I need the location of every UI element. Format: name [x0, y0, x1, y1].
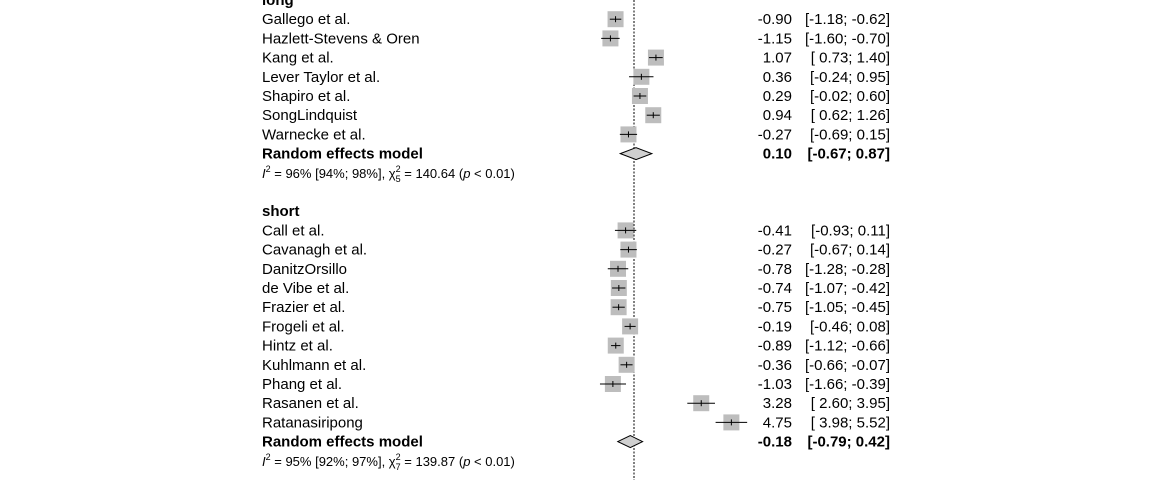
study-label: Kuhlmann et al.: [262, 357, 366, 374]
group-title: short: [262, 203, 300, 220]
study-label: Gallego et al.: [262, 11, 350, 28]
study-estimate: -0.75: [758, 299, 792, 316]
study-estimate: 1.07: [763, 50, 792, 67]
study-ci: [-0.24; 0.95]: [810, 69, 890, 86]
study-label: Rasanen et al.: [262, 395, 359, 412]
study-label: SongLindquist: [262, 107, 358, 124]
study-ci: [-0.67; 0.14]: [810, 242, 890, 259]
study-ci: [-1.66; -0.39]: [805, 376, 890, 393]
study-ci: [-1.05; -0.45]: [805, 299, 890, 316]
study-estimate: 0.29: [763, 88, 792, 105]
study-ci: [-1.12; -0.66]: [805, 338, 890, 355]
pooled-estimate: -0.18: [758, 434, 792, 451]
study-ci: [-1.28; -0.28]: [805, 261, 890, 278]
study-estimate: 0.36: [763, 69, 792, 86]
heterogeneity-stats: I2 = 95% [92%; 97%], χ2 7 = 139.87 (p < 0…: [262, 452, 515, 472]
heterogeneity-stats: I2 = 96% [94%; 98%], χ2 5 = 140.64 (p < 0…: [262, 164, 515, 184]
pooled-diamond: [616, 435, 644, 449]
study-ci: [-0.69; 0.15]: [810, 126, 890, 143]
study-ci: [ 3.98; 5.52]: [811, 414, 890, 431]
study-label: Lever Taylor et al.: [262, 69, 380, 86]
study-label: de Vibe et al.: [262, 280, 349, 297]
study-estimate: -0.74: [758, 280, 792, 297]
study-estimate: 0.94: [763, 107, 792, 124]
study-label: Frazier et al.: [262, 299, 345, 316]
study-label: Hazlett-Stevens & Oren: [262, 30, 420, 47]
study-ci: [ 2.60; 3.95]: [811, 395, 890, 412]
study-label: Call et al.: [262, 222, 325, 239]
study-ci: [-0.66; -0.07]: [805, 357, 890, 374]
study-ci: [-0.02; 0.60]: [810, 88, 890, 105]
study-label: DanitzOrsillo: [262, 261, 347, 278]
study-label: Hintz et al.: [262, 338, 333, 355]
study-estimate: -0.19: [758, 318, 792, 335]
study-estimate: -0.36: [758, 357, 792, 374]
study-estimate: -0.27: [758, 242, 792, 259]
pooled-estimate: 0.10: [763, 146, 792, 163]
pooled-diamond: [618, 147, 654, 161]
study-label: Phang et al.: [262, 376, 342, 393]
study-estimate: 3.28: [763, 395, 792, 412]
study-estimate: -1.03: [758, 376, 792, 393]
pooled-ci: [-0.79; 0.42]: [807, 434, 890, 451]
study-estimate: -0.27: [758, 126, 792, 143]
study-label: Shapiro et al.: [262, 88, 350, 105]
study-estimate: -0.89: [758, 338, 792, 355]
study-estimate: 4.75: [763, 414, 792, 431]
study-estimate: -0.90: [758, 11, 792, 28]
study-estimate: -0.78: [758, 261, 792, 278]
study-label: Ratanasiripong: [262, 414, 363, 431]
study-estimate: -1.15: [758, 30, 792, 47]
study-ci: [ 0.73; 1.40]: [811, 50, 890, 67]
study-label: Kang et al.: [262, 50, 334, 67]
study-label: Warnecke et al.: [262, 126, 366, 143]
pooled-label: Random effects model: [262, 434, 423, 451]
study-label: Frogeli et al.: [262, 318, 345, 335]
study-label: Cavanagh et al.: [262, 242, 367, 259]
study-ci: [-1.07; -0.42]: [805, 280, 890, 297]
study-ci: [-0.93; 0.11]: [811, 222, 890, 239]
study-ci: [-1.60; -0.70]: [805, 30, 890, 47]
study-ci: [-1.18; -0.62]: [805, 11, 890, 28]
pooled-ci: [-0.67; 0.87]: [807, 146, 890, 163]
study-estimate: -0.41: [758, 222, 792, 239]
study-ci: [-0.46; 0.08]: [810, 318, 890, 335]
group-title: long: [262, 0, 294, 9]
study-ci: [ 0.62; 1.26]: [811, 107, 890, 124]
pooled-label: Random effects model: [262, 146, 423, 163]
